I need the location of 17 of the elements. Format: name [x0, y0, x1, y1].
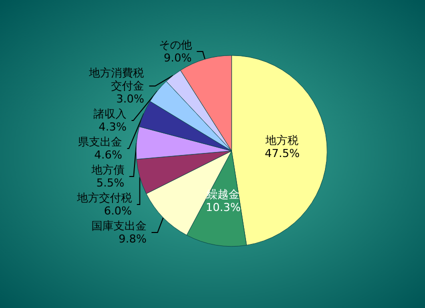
- slice-label: 県支出金: [78, 136, 122, 149]
- data-label: 47.5%: [264, 146, 300, 160]
- slice-label: その他: [158, 38, 192, 52]
- data-label: 9.0%: [164, 52, 192, 65]
- slice-label: 地方債: [90, 164, 124, 177]
- data-label: 4.3%: [98, 120, 127, 134]
- data-label: 6.0%: [104, 204, 132, 218]
- slice-label: 諸収入: [94, 108, 127, 121]
- slice-label: 地方交付税: [76, 192, 132, 205]
- slice-label: 地方消費税交付金: [88, 66, 144, 93]
- slice-label: 地方税: [264, 134, 299, 147]
- data-label: 10.3%: [206, 200, 241, 214]
- slice-label: 国庫支出金: [92, 220, 147, 233]
- data-label: 9.8%: [118, 232, 147, 246]
- data-label: 4.6%: [94, 148, 122, 162]
- data-label: 3.0%: [116, 92, 144, 106]
- data-label: 5.5%: [96, 176, 124, 190]
